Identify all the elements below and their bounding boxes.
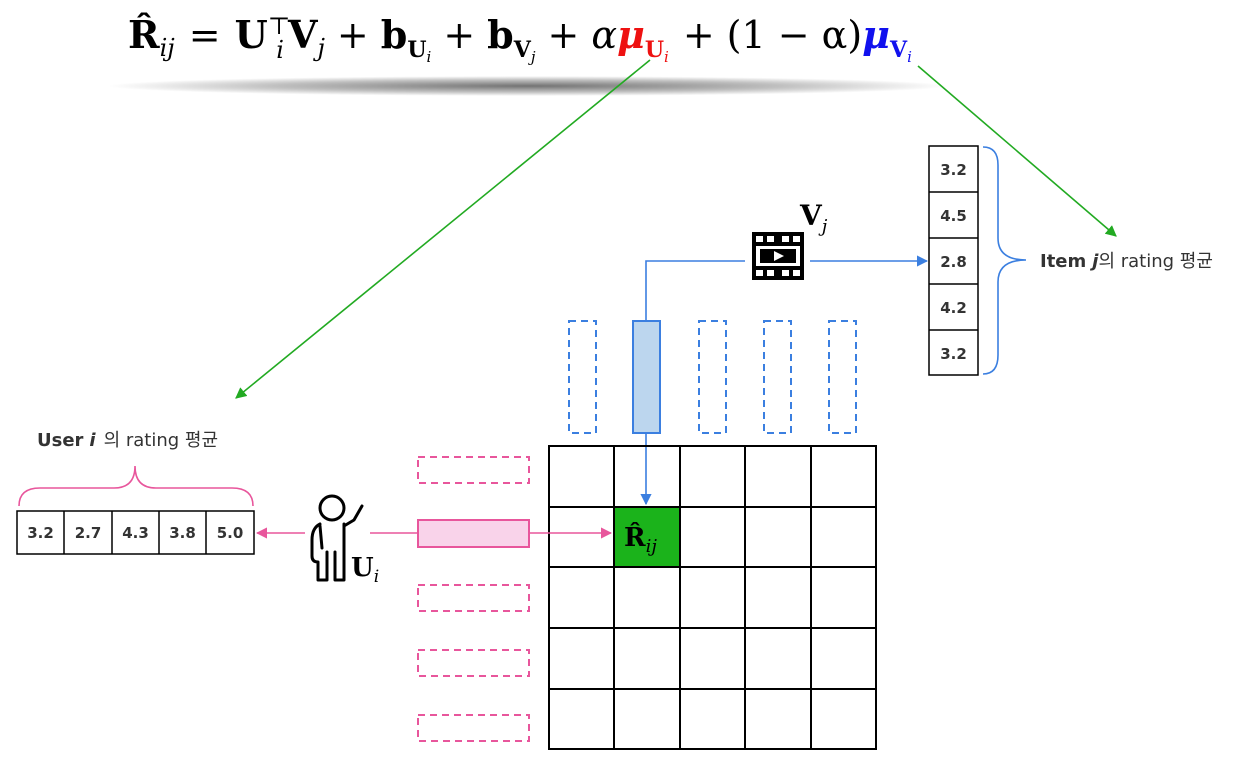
- item-avg-label-prefix: Item: [1040, 251, 1086, 272]
- target-cell-label-sub: ij: [646, 536, 658, 557]
- item-vector-label-base: V: [799, 199, 823, 232]
- user-vector-dashed: [417, 649, 530, 677]
- formula-plus-1: +: [337, 13, 369, 57]
- formula-lhs: R̂: [128, 12, 160, 57]
- formula-b2-subsub: j: [528, 48, 536, 66]
- formula-b1-sub: U: [407, 37, 426, 63]
- item-vector-label: Vj: [799, 199, 828, 237]
- user-vector-active: [417, 519, 530, 548]
- target-cell-label-base: R̂: [624, 522, 646, 553]
- formula-b1: b: [381, 12, 408, 57]
- item-vector-dashed: [763, 320, 792, 434]
- user-vector-dashed: [417, 714, 530, 742]
- user-vector-dashed: [417, 456, 530, 484]
- item-vector-dashed: [828, 320, 857, 434]
- user-rating-row: 3.2 2.7 4.3 3.8 5.0: [16, 510, 255, 555]
- formula-paren: (1 − α): [727, 13, 863, 57]
- formula-plus-2: +: [443, 13, 475, 57]
- item-avg-label: Item j의 rating 평균: [1040, 251, 1213, 272]
- user-avg-label-suffix: 의 rating 평균: [104, 430, 218, 451]
- formula-b2-sub: V: [513, 37, 532, 63]
- formula-b1-subsub: i: [427, 48, 432, 66]
- item-avg-label-var: j: [1089, 251, 1099, 272]
- target-cell-fill: [614, 507, 680, 567]
- item-rating-column: 3.2 4.5 2.8 4.2 3.2: [928, 145, 979, 376]
- formula-V: V: [287, 12, 319, 57]
- item-rating-cell: 2.8: [940, 253, 967, 271]
- formula-b2: b: [487, 12, 514, 57]
- item-rating-cell: 3.2: [940, 345, 967, 363]
- item-rating-cell: 4.5: [940, 207, 967, 225]
- item-vector-label-sub: j: [818, 216, 828, 237]
- formula-plus-4: +: [683, 13, 715, 57]
- formula-U: U: [235, 12, 268, 57]
- user-rating-cell: 4.3: [122, 524, 149, 542]
- user-avg-label-var: i: [89, 430, 96, 451]
- film-strip-play-icon: [752, 232, 804, 280]
- formula-alpha: α: [591, 13, 617, 57]
- user-rating-cell: 2.7: [75, 524, 102, 542]
- formula: R̂ij = U⊤ i Vj + bUi + bVj + αμUi + (1 − α)μVi: [128, 12, 912, 66]
- user-avg-label: User i 의 rating 평균: [37, 430, 218, 451]
- person-pointing-icon: [310, 494, 364, 582]
- item-vector-dashed: [698, 320, 727, 434]
- user-vector-label-base: U: [351, 553, 374, 583]
- green-arrow-to-item-avg: [917, 65, 1117, 237]
- formula-mu-u-sub: U: [645, 37, 664, 63]
- formula-mu-v: μ: [862, 12, 890, 57]
- formula-U-sub: i: [276, 36, 284, 64]
- user-vector-dashed: [417, 584, 530, 612]
- user-avg-brace: [18, 465, 254, 507]
- user-rating-cell: 5.0: [217, 524, 244, 542]
- formula-U-sup: ⊤: [268, 12, 291, 40]
- target-cell-label: R̂ij: [624, 522, 657, 557]
- formula-plus-3: +: [547, 13, 579, 57]
- blue-line-film-to-vector: [645, 260, 745, 320]
- formula-shadow: [108, 76, 948, 96]
- formula-eq: =: [189, 13, 221, 57]
- user-rating-cell: 3.2: [27, 524, 54, 542]
- user-vector-label: Ui: [351, 553, 379, 587]
- item-rating-cell: 4.2: [940, 299, 967, 317]
- item-rating-cell: 3.2: [940, 161, 967, 179]
- item-vector-dashed: [568, 320, 597, 434]
- green-arrow-to-user-avg: [235, 59, 651, 399]
- rating-matrix: [548, 445, 877, 750]
- formula-mu-v-sub: V: [889, 37, 908, 63]
- user-rating-cell: 3.8: [169, 524, 196, 542]
- item-vector-active: [632, 320, 661, 434]
- formula-mu-v-subsub: i: [907, 48, 912, 66]
- user-vector-label-sub: i: [374, 567, 379, 587]
- user-avg-label-prefix: User: [37, 430, 84, 451]
- formula-mu-u: μ: [617, 12, 645, 57]
- item-avg-label-suffix: 의 rating 평균: [1098, 251, 1212, 272]
- formula-lhs-sub: ij: [160, 34, 176, 62]
- item-avg-brace: [982, 146, 1027, 375]
- formula-mu-u-subsub: i: [664, 48, 669, 66]
